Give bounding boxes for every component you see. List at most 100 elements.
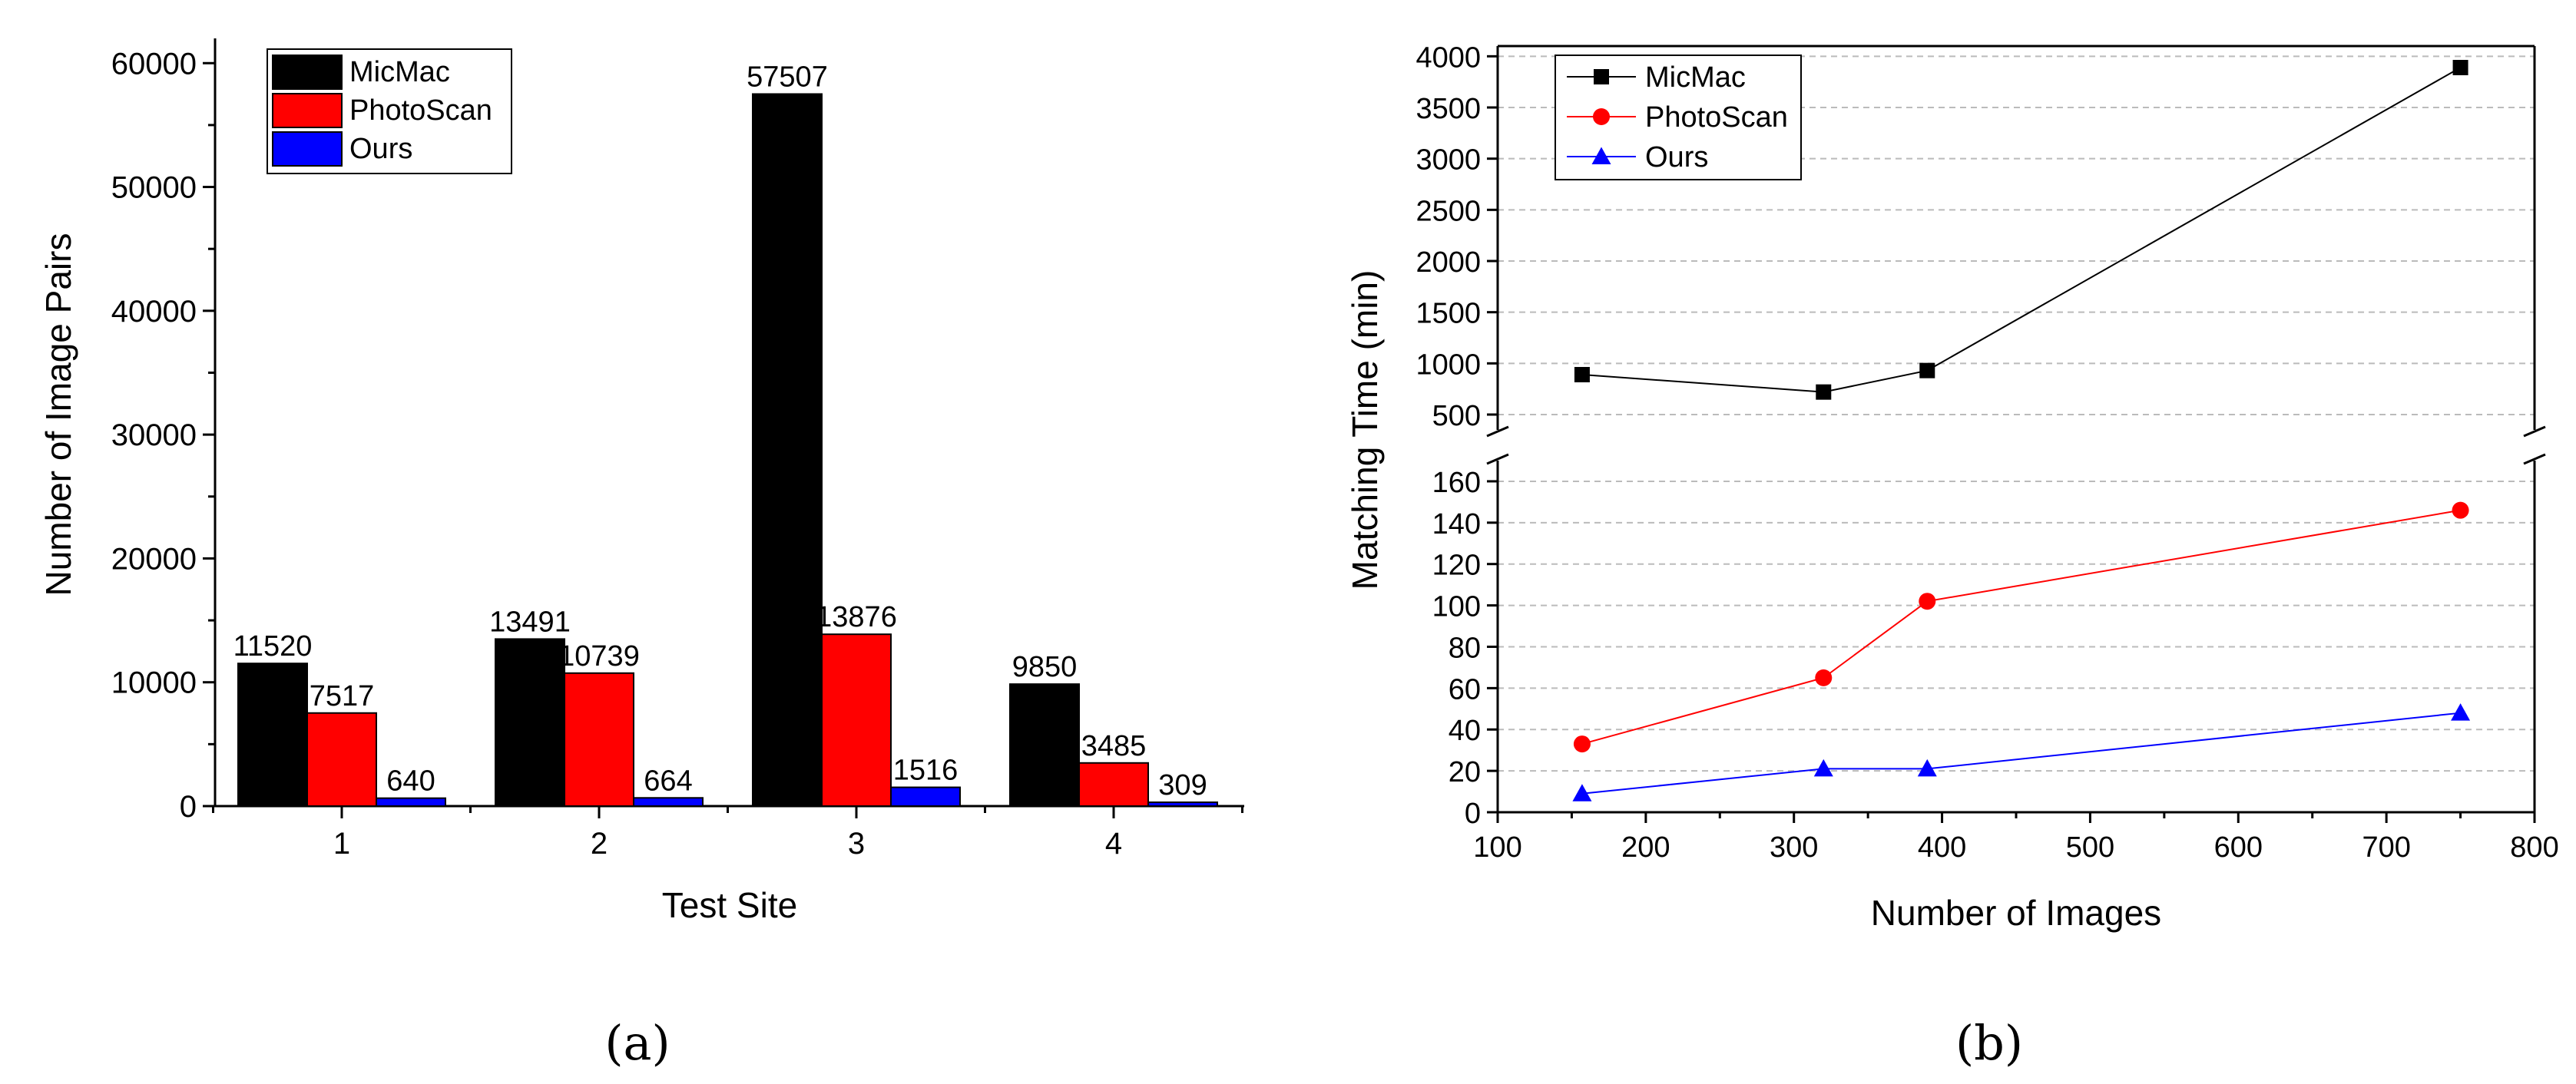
bar-value-label: 1516 xyxy=(893,755,959,787)
bar-value-label: 7517 xyxy=(310,680,375,712)
data-point-photoscan xyxy=(1919,593,1936,610)
bar-micmac-site-2 xyxy=(495,638,565,807)
bar-value-label: 11520 xyxy=(233,630,313,663)
y-tick-label: 4000 xyxy=(1415,41,1481,74)
legend-swatch-ours xyxy=(272,131,343,167)
legend-label: PhotoScan xyxy=(1645,101,1788,134)
data-point-micmac xyxy=(1919,362,1935,378)
series-line-ours xyxy=(1581,712,2461,795)
data-point-ours xyxy=(1572,784,1592,801)
y-tick-label: 30000 xyxy=(111,418,197,452)
data-point-ours xyxy=(1917,758,1937,777)
x-axis-title: Number of Images xyxy=(1871,893,2161,933)
bar-value-label: 13491 xyxy=(489,606,571,638)
x-tick-label: 200 xyxy=(1621,831,1670,864)
legend-label: MicMac xyxy=(1645,61,1746,94)
x-tick-label: 400 xyxy=(1918,831,1966,864)
axis-break-mark xyxy=(1486,453,1509,465)
bar-micmac-site-1 xyxy=(237,663,308,807)
y-tick-label: 50000 xyxy=(111,171,197,205)
axis-break-mark xyxy=(1486,425,1509,438)
legend-label: Ours xyxy=(349,133,412,165)
bar-value-label: 640 xyxy=(386,765,435,798)
y-tick-label: 120 xyxy=(1432,550,1481,582)
y-tick-label: 60 xyxy=(1449,673,1481,706)
y-tick-label: 500 xyxy=(1432,400,1481,432)
y-tick-label: 40000 xyxy=(111,295,197,329)
panel-a-bar-chart: 0 10000 20000 30000 40000 50000 60000 1 2 3 4 11520… xyxy=(38,38,1244,1071)
data-point-micmac xyxy=(1816,384,1832,400)
bar-value-label: 664 xyxy=(644,765,692,797)
series-line-photoscan xyxy=(1581,509,2461,745)
bar-photoscan-site-3 xyxy=(821,633,892,807)
y-tick-label: 160 xyxy=(1432,467,1481,499)
bar-value-label: 13876 xyxy=(816,601,897,633)
series-line-micmac xyxy=(1581,67,2462,393)
bar-micmac-site-3 xyxy=(752,93,823,808)
y-tick-label: 60000 xyxy=(111,47,197,81)
y-tick-label: 40 xyxy=(1449,715,1481,747)
y-tick-label: 100 xyxy=(1432,591,1481,623)
data-point-ours xyxy=(2451,703,2471,721)
x-tick-label: 2 xyxy=(591,827,608,861)
bar-ours-site-4 xyxy=(1147,801,1218,807)
legend: MicMac PhotoScan Ours xyxy=(1555,55,1802,180)
legend: MicMac PhotoScan Ours xyxy=(267,48,512,174)
x-axis-title: Test Site xyxy=(662,885,797,925)
bar-value-label: 57507 xyxy=(747,61,828,93)
x-tick-label: 4 xyxy=(1105,827,1122,861)
bar-photoscan-site-1 xyxy=(306,712,377,807)
x-tick-label: 600 xyxy=(2214,831,2263,864)
y-tick-label: 2500 xyxy=(1415,195,1481,227)
legend-marker-micmac xyxy=(1594,69,1609,84)
bar-photoscan-site-4 xyxy=(1078,762,1149,808)
y-tick-label: 80 xyxy=(1449,632,1481,664)
data-point-photoscan xyxy=(1573,735,1591,753)
bar-photoscan-site-2 xyxy=(564,672,634,808)
x-tick-label: 700 xyxy=(2362,831,2410,864)
data-point-photoscan xyxy=(1815,669,1833,686)
bar-value-label: 3485 xyxy=(1081,730,1147,762)
y-axis-title: Number of Image Pairs xyxy=(38,233,78,597)
data-point-micmac xyxy=(2452,60,2468,75)
data-point-ours xyxy=(1813,758,1833,777)
bar-ours-site-3 xyxy=(890,786,961,807)
y-tick-label: 1000 xyxy=(1415,349,1481,381)
y-tick-label: 0 xyxy=(180,790,197,824)
x-tick-label: 3 xyxy=(848,827,865,861)
legend-swatch-micmac xyxy=(272,55,343,90)
legend-label: Ours xyxy=(1645,141,1708,174)
legend-label: PhotoScan xyxy=(349,94,492,127)
bar-value-label: 9850 xyxy=(1012,651,1078,683)
y-tick-label: 0 xyxy=(1465,798,1481,830)
y-tick-label: 1500 xyxy=(1415,298,1481,330)
y-tick-label: 140 xyxy=(1432,508,1481,540)
y-tick-label: 2000 xyxy=(1415,246,1481,279)
x-tick-label: 300 xyxy=(1770,831,1818,864)
axis-break-mark xyxy=(2523,425,2546,438)
x-tick-label: 500 xyxy=(2066,831,2114,864)
legend-marker-photoscan xyxy=(1593,108,1610,125)
axis-break-mark xyxy=(2523,453,2546,465)
data-point-photoscan xyxy=(2452,501,2469,519)
x-tick-label: 1 xyxy=(333,827,350,861)
bar-value-label: 10739 xyxy=(558,640,640,673)
bar-ours-site-2 xyxy=(633,797,704,807)
legend-marker-ours xyxy=(1591,147,1611,164)
bar-value-label: 309 xyxy=(1158,769,1207,801)
bar-ours-site-1 xyxy=(376,797,446,807)
panel-caption: (a) xyxy=(604,1015,670,1071)
y-axis-title: Matching Time (min) xyxy=(1345,270,1385,590)
x-tick-label: 800 xyxy=(2510,831,2558,864)
bar-micmac-site-4 xyxy=(1009,683,1080,807)
legend-label: MicMac xyxy=(349,56,450,88)
y-tick-label: 10000 xyxy=(111,666,197,700)
panel-caption: (b) xyxy=(1955,1015,2023,1071)
y-tick-label: 3500 xyxy=(1415,93,1481,125)
panel-b-line-chart: 0 20 40 60 80 100 120 140 160 500 1000 1500 2000 2500… xyxy=(1345,41,2559,1071)
x-tick-label: 100 xyxy=(1473,831,1521,864)
y-tick-label: 3000 xyxy=(1415,144,1481,177)
y-tick-label: 20000 xyxy=(111,542,197,576)
legend-swatch-photoscan xyxy=(272,93,343,128)
